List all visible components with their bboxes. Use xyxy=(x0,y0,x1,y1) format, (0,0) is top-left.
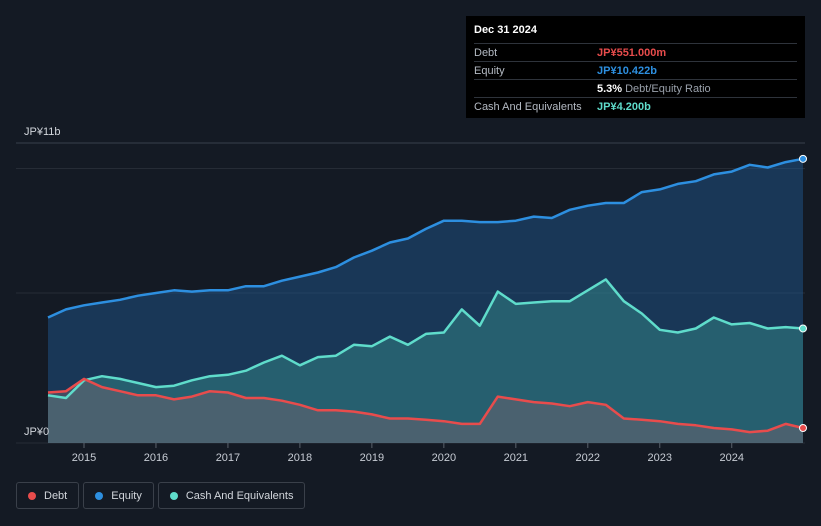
chart-grid xyxy=(16,142,805,444)
x-tick-label: 2018 xyxy=(288,452,312,464)
x-tick-label: 2024 xyxy=(720,452,744,464)
legend-item-equity[interactable]: Equity xyxy=(83,482,154,509)
tooltip-date: Dec 31 2024 xyxy=(474,24,537,36)
legend-dot-icon xyxy=(169,491,178,500)
tooltip-suffix: Debt/Equity Ratio xyxy=(625,82,711,95)
chart-lines xyxy=(47,157,804,434)
x-tick-label: 2023 xyxy=(648,452,672,464)
tooltip-value: 5.3% xyxy=(597,82,623,95)
x-tick-label: 2022 xyxy=(576,452,600,464)
x-tick-label: 2021 xyxy=(504,452,528,464)
tooltip-panel: Dec 31 2024 Debt JP¥551.000m Equity JP¥1… xyxy=(466,16,805,118)
legend-label: Cash And Equivalents xyxy=(185,489,294,502)
tooltip-value: JP¥10.422b xyxy=(597,64,657,77)
line-debt xyxy=(47,377,804,434)
x-tick-label: 2016 xyxy=(144,452,168,464)
endpoint-debt xyxy=(799,424,807,432)
endpoint-equity xyxy=(799,154,807,163)
y-axis: JP¥11b JP¥0 xyxy=(24,126,61,438)
chart-areas xyxy=(48,158,803,444)
tooltip-label: Cash And Equivalents xyxy=(474,100,582,113)
x-tick-label: 2017 xyxy=(216,452,240,464)
legend-label: Equity xyxy=(111,489,142,502)
area-cash-and-equivalents xyxy=(48,279,803,443)
tooltip-row-ratio: 5.3% Debt/Equity Ratio xyxy=(474,79,797,97)
x-tick-label: 2020 xyxy=(432,452,456,464)
endpoint-cash-and-equivalents xyxy=(799,324,807,333)
legend-dot-icon xyxy=(28,491,36,500)
legend-item-debt[interactable]: Debt xyxy=(16,482,80,509)
chart-legend: Debt Equity Cash And Equivalents xyxy=(16,482,306,509)
area-debt xyxy=(48,378,803,443)
line-cash-and-equivalents xyxy=(47,278,804,400)
legend-label: Debt xyxy=(44,489,68,502)
x-axis: 2015 2016 2017 2018 2019 2020 2021 2022 2023 2024 xyxy=(72,443,744,464)
tooltip-row-debt: Debt JP¥551.000m xyxy=(474,43,797,61)
tooltip-row-equity: Equity JP¥10.422b xyxy=(474,61,797,79)
tooltip-value: JP¥4.200b xyxy=(597,100,651,113)
tooltip-label: Equity xyxy=(474,64,505,77)
legend-item-cash[interactable]: Cash And Equivalents xyxy=(157,482,306,509)
line-equity xyxy=(47,157,804,319)
tooltip-label: Debt xyxy=(474,46,498,59)
x-tick-label: 2019 xyxy=(360,452,384,464)
legend-dot-icon xyxy=(95,491,104,500)
tooltip-value: JP¥551.000m xyxy=(597,46,667,59)
y-axis-label-min: JP¥0 xyxy=(24,426,49,438)
y-axis-label-max: JP¥11b xyxy=(24,126,61,138)
chart-endpoints xyxy=(799,154,807,432)
tooltip-row-cash: Cash And Equivalents JP¥4.200b xyxy=(474,97,797,115)
x-tick-label: 2015 xyxy=(72,452,96,464)
